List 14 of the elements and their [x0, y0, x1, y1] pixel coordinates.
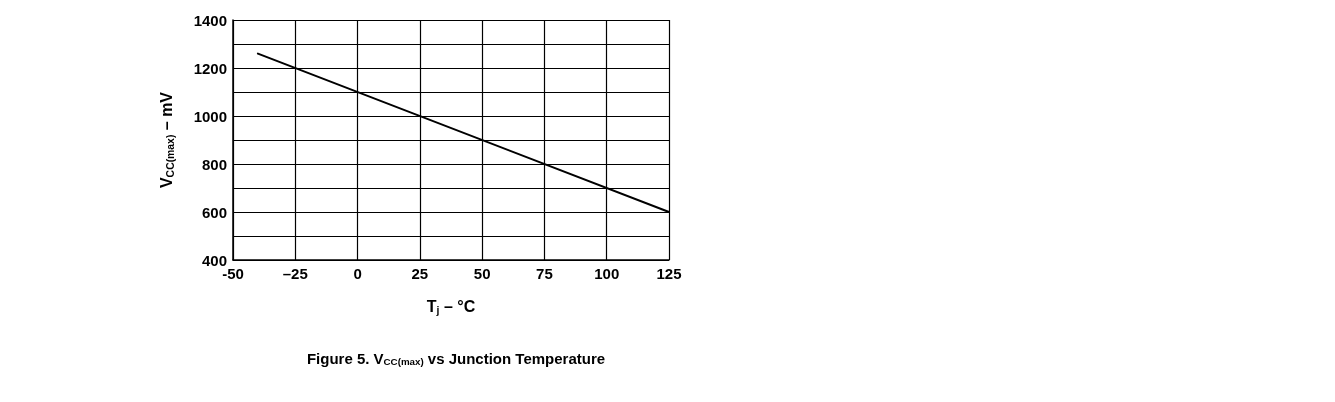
y-tick-label: 600 — [201, 203, 227, 221]
y-tick-label: 800 — [201, 155, 227, 173]
x-tick-label: 125 — [656, 265, 682, 282]
x-tick-label: 0 — [353, 265, 362, 282]
x-tick-label: 100 — [594, 265, 620, 282]
x-tick-label: –25 — [282, 265, 308, 282]
text: Figure 5. VCC(max) vs Junction Temperature — [306, 349, 606, 368]
y-tick-label: 1400 — [193, 11, 227, 29]
y-axis-title: VCC(max) – mV — [157, 91, 176, 189]
x-tick-label: 25 — [411, 265, 429, 282]
x-tick-label: 50 — [473, 265, 491, 282]
y-tick-label: 1000 — [193, 107, 227, 125]
y-tick-label: 1200 — [193, 59, 227, 77]
x-tick-label: 75 — [536, 265, 553, 282]
